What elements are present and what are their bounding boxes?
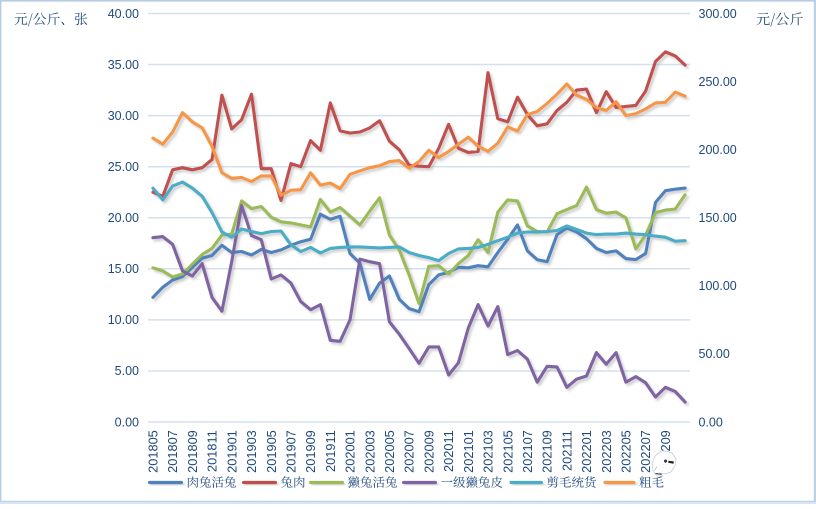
svg-text:0.00: 0.00 [699, 415, 723, 429]
svg-text:202101: 202101 [461, 430, 476, 473]
svg-text:201807: 201807 [165, 430, 180, 473]
svg-text:202103: 202103 [481, 430, 496, 473]
svg-text:202201: 202201 [579, 430, 594, 473]
svg-text:201909: 201909 [303, 430, 318, 473]
svg-text:202109: 202109 [540, 430, 555, 473]
svg-text:202005: 202005 [382, 430, 397, 473]
svg-text:201907: 201907 [284, 430, 299, 473]
svg-text:202105: 202105 [500, 430, 515, 473]
svg-text:40.00: 40.00 [108, 7, 139, 21]
svg-text:202111: 202111 [559, 430, 574, 471]
svg-text:201811: 201811 [205, 430, 220, 472]
svg-text:202001: 202001 [343, 430, 358, 473]
svg-text:15.00: 15.00 [108, 262, 139, 276]
svg-text:35.00: 35.00 [108, 58, 139, 72]
svg-text:250.00: 250.00 [699, 75, 737, 89]
svg-text:202207: 202207 [638, 430, 653, 473]
svg-text:5.00: 5.00 [115, 364, 139, 378]
svg-text:201911: 201911 [323, 430, 338, 472]
svg-text:202107: 202107 [520, 430, 535, 473]
svg-text:20.00: 20.00 [108, 211, 139, 225]
svg-text:50.00: 50.00 [699, 347, 730, 361]
svg-text:201809: 201809 [185, 430, 200, 473]
svg-text:0.00: 0.00 [115, 415, 139, 429]
svg-text:30.00: 30.00 [108, 109, 139, 123]
svg-text:150.00: 150.00 [699, 211, 737, 225]
svg-text:201805: 201805 [146, 430, 161, 473]
svg-text:201903: 201903 [244, 430, 259, 473]
svg-text:202007: 202007 [402, 430, 417, 473]
svg-text:201905: 201905 [264, 430, 279, 473]
svg-text:202205: 202205 [619, 430, 634, 473]
svg-text:202009: 202009 [421, 430, 436, 473]
svg-text:300.00: 300.00 [699, 7, 737, 21]
svg-text:202003: 202003 [362, 430, 377, 473]
svg-text:201901: 201901 [224, 430, 239, 473]
svg-text:10.00: 10.00 [108, 313, 139, 327]
svg-text:200.00: 200.00 [699, 143, 737, 157]
svg-text:202011: 202011 [441, 430, 456, 472]
svg-text:202203: 202203 [599, 430, 614, 473]
svg-text:25.00: 25.00 [108, 160, 139, 174]
svg-text:100.00: 100.00 [699, 279, 737, 293]
